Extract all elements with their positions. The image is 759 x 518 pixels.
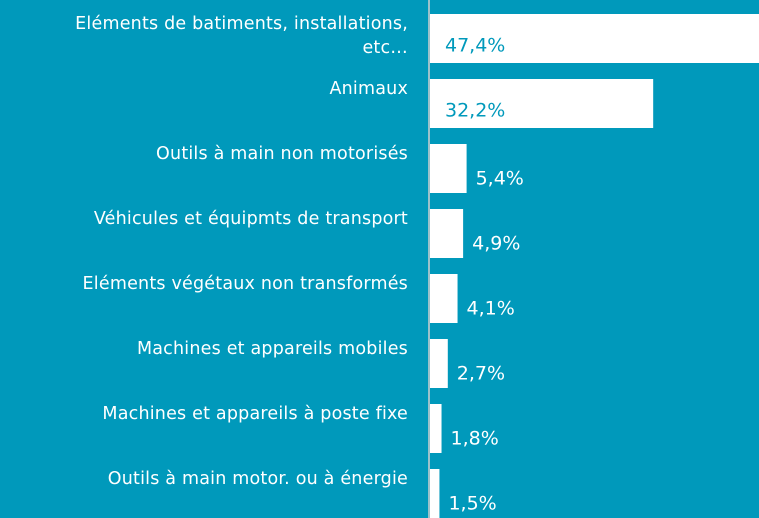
category-label: Eléments végétaux non transformés [82, 274, 408, 294]
bar [430, 339, 448, 388]
category-label: Eléments de batiments, installations, et… [75, 14, 408, 58]
bar [430, 14, 759, 63]
category-label: Machines et appareils mobiles [136, 339, 408, 359]
category-label: Animaux [329, 79, 408, 99]
value-label: 1,5% [448, 493, 496, 515]
value-label: 1,8% [451, 428, 499, 450]
value-label: 47,4% [445, 35, 505, 57]
bar [430, 209, 464, 258]
bar [430, 404, 442, 453]
bar [430, 469, 440, 518]
category-label: Véhicules et équipmts de transport [93, 209, 408, 229]
value-label: 32,2% [445, 100, 505, 122]
category-label: Outils à main non motorisés [156, 144, 408, 164]
category-label: Outils à main motor. ou à énergie [107, 469, 408, 489]
bar [430, 79, 654, 128]
bar [430, 144, 467, 193]
bar [430, 274, 458, 323]
value-label: 5,4% [476, 168, 524, 190]
category-label: Machines et appareils à poste fixe [102, 404, 408, 424]
value-label: 4,9% [472, 233, 520, 255]
value-label: 4,1% [467, 298, 515, 320]
value-label: 2,7% [457, 363, 505, 385]
